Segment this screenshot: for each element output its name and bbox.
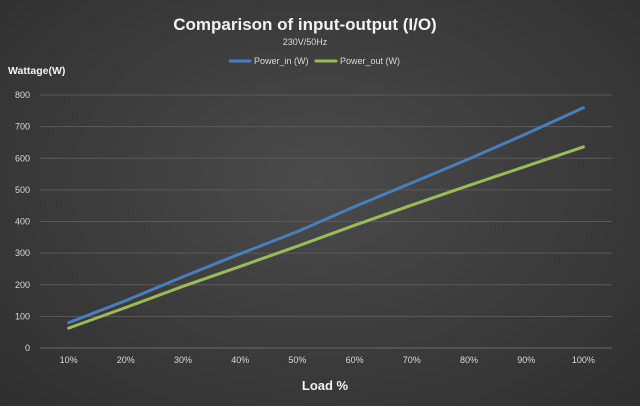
x-tick-label: 50% xyxy=(288,355,306,365)
y-tick-label: 200 xyxy=(15,280,30,290)
y-tick-label: 800 xyxy=(15,90,30,100)
x-tick-label: 70% xyxy=(403,355,421,365)
x-tick-label: 40% xyxy=(231,355,249,365)
chart-legend: Power_in (W) Power_out (W) xyxy=(228,56,400,66)
chart-subtitle: 230V/50Hz xyxy=(283,37,328,47)
x-tick-label: 60% xyxy=(346,355,364,365)
y-tick-label: 600 xyxy=(15,153,30,163)
series-layer xyxy=(67,106,585,330)
x-axis-title: Load % xyxy=(302,378,349,393)
gridlines xyxy=(40,94,612,349)
legend-label: Power_in (W) xyxy=(254,56,309,66)
y-axis-title: Wattage(W) xyxy=(8,65,65,77)
y-tick-label: 400 xyxy=(15,217,30,227)
chart-title: Comparison of input-output (I/O) xyxy=(173,15,436,34)
x-tick-label: 20% xyxy=(117,355,135,365)
y-tick-label: 500 xyxy=(15,185,30,195)
y-tick-label: 0 xyxy=(25,343,30,353)
x-tick-label: 30% xyxy=(174,355,192,365)
y-tick-label: 100 xyxy=(15,311,30,321)
y-tick-label: 300 xyxy=(15,248,30,258)
x-tick-label: 80% xyxy=(460,355,478,365)
y-axis-ticks: 0 100 200 300 400 500 600 700 800 xyxy=(15,90,30,353)
y-tick-label: 700 xyxy=(15,122,30,132)
series-line-power-out xyxy=(67,145,585,330)
legend-label: Power_out (W) xyxy=(340,56,400,66)
x-tick-label: 90% xyxy=(517,355,535,365)
x-tick-label: 10% xyxy=(60,355,78,365)
x-axis-ticks: 10% 20% 30% 40% 50% 60% 70% 80% 90% 100% xyxy=(60,355,595,365)
x-tick-label: 100% xyxy=(572,355,595,365)
series-line-power-in xyxy=(67,106,585,325)
